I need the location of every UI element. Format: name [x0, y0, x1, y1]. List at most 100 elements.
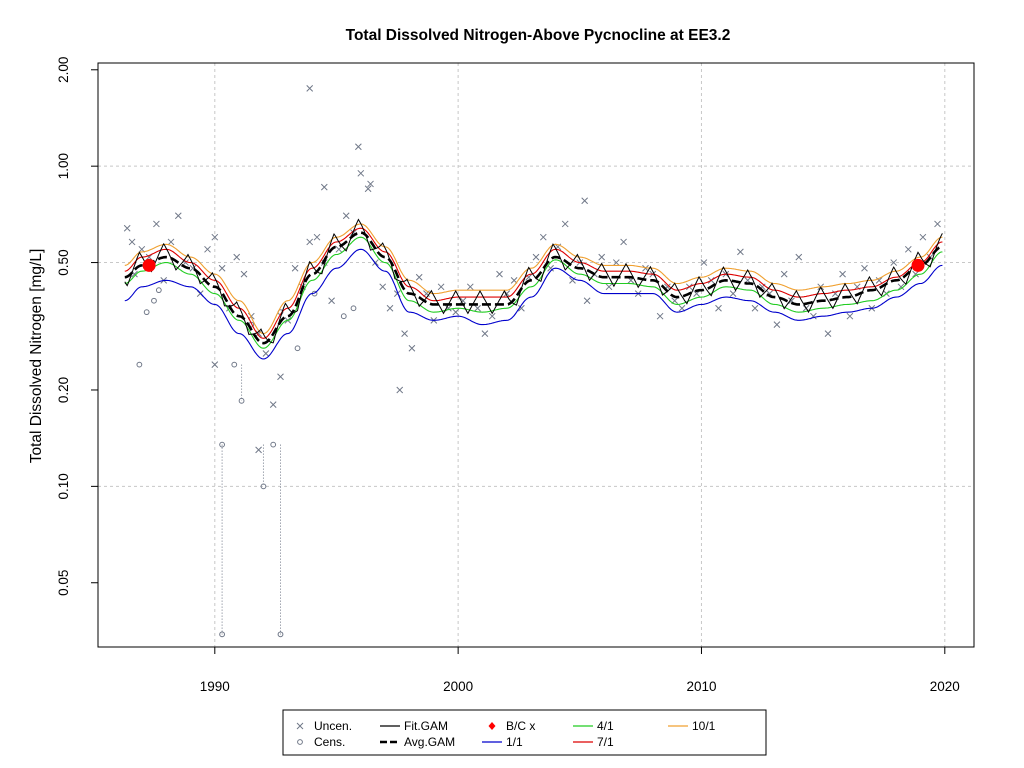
- y-tick-label: 2.00: [56, 57, 71, 83]
- legend-label: 10/1: [692, 719, 716, 733]
- uncensored-point: [598, 253, 606, 261]
- y-tick-label: 0.50: [56, 249, 71, 275]
- uncensored-point: [364, 185, 372, 193]
- uncensored-point: [919, 233, 927, 241]
- bc-points: [142, 258, 925, 272]
- uncensored-point: [218, 264, 226, 272]
- legend-symbol-uncen: [296, 722, 304, 730]
- uncensored-point: [751, 304, 759, 312]
- censored-point: [340, 313, 347, 320]
- censored-point: [294, 345, 301, 352]
- uncensored-point: [255, 446, 262, 454]
- uncensored-point: [386, 304, 394, 312]
- x-tick-label: 1990: [200, 679, 230, 694]
- x-tick-label: 2010: [686, 679, 716, 694]
- y-axis: 2.00 1.00 0.50 0.20 0.10 0.05: [56, 57, 98, 596]
- uncensored-point: [839, 270, 846, 278]
- uncensored-point: [897, 283, 905, 291]
- uncensored-point: [415, 273, 423, 281]
- uncensored-point: [174, 212, 182, 220]
- uncensored-point: [357, 169, 365, 177]
- uncensored-point: [262, 350, 270, 357]
- uncensored-point: [569, 276, 576, 284]
- uncensored-point: [861, 264, 868, 272]
- legend-box: [282, 709, 767, 756]
- uncensored-point: [532, 253, 540, 261]
- series-line-10-1: [124, 223, 943, 335]
- uncensored-point: [328, 297, 335, 305]
- series-lines: [124, 218, 943, 360]
- uncensored-point: [729, 290, 737, 297]
- legend-label: 4/1: [597, 719, 614, 733]
- uncensored-point: [211, 361, 219, 368]
- censored-point: [231, 361, 238, 368]
- uncensored-point: [269, 401, 277, 408]
- uncensored-point: [561, 220, 569, 228]
- uncensored-points: [123, 84, 941, 454]
- uncensored-point: [656, 312, 664, 320]
- uncensored-point: [437, 283, 445, 291]
- uncensored-point: [452, 308, 460, 316]
- censored-point: [219, 441, 226, 448]
- legend-symbol-cens: [297, 739, 303, 745]
- uncensored-point: [367, 180, 374, 188]
- censored-point: [155, 287, 162, 294]
- legend-symbol-bc: [488, 722, 496, 730]
- y-tick-label: 0.05: [56, 570, 71, 596]
- legend-label: Uncen.: [314, 719, 352, 733]
- uncensored-point: [642, 264, 649, 272]
- uncensored-point: [408, 344, 416, 352]
- uncensored-point: [824, 330, 832, 337]
- series-line-7-1: [124, 227, 943, 339]
- uncensored-point: [167, 238, 175, 246]
- x-tick-label: 2000: [443, 679, 473, 694]
- uncensored-point: [379, 283, 387, 291]
- uncensored-point: [466, 283, 474, 291]
- uncensored-point: [277, 373, 284, 381]
- legend-label: 1/1: [506, 735, 523, 749]
- uncensored-point: [904, 245, 912, 253]
- uncensored-point: [240, 270, 248, 278]
- censored-points: [136, 287, 357, 490]
- uncensored-point: [128, 238, 136, 246]
- legend-label: 7/1: [597, 735, 614, 749]
- uncensored-point: [481, 330, 489, 337]
- uncensored-point: [459, 297, 467, 305]
- bc-point: [911, 258, 925, 272]
- uncensored-point: [912, 270, 919, 278]
- uncensored-point: [890, 259, 898, 266]
- uncensored-point: [780, 270, 788, 278]
- uncensored-point: [233, 253, 241, 261]
- uncensored-point: [204, 245, 211, 253]
- censored-point: [260, 483, 267, 490]
- uncensored-point: [518, 304, 525, 312]
- uncensored-point: [875, 276, 883, 284]
- uncensored-point: [396, 386, 404, 394]
- legend-label: B/C x: [506, 719, 535, 733]
- uncensored-point: [773, 321, 781, 328]
- censored-point: [270, 441, 277, 448]
- uncensored-point: [700, 259, 708, 266]
- y-tick-label: 1.00: [56, 153, 71, 179]
- plot-border: [97, 62, 975, 648]
- uncensored-point: [715, 304, 722, 312]
- uncensored-point: [474, 304, 481, 312]
- censored-point: [136, 361, 143, 368]
- uncensored-point: [737, 248, 744, 256]
- censored-limit-lines: [219, 364, 284, 638]
- series-line-avg-gam: [124, 231, 943, 345]
- uncensored-point: [581, 197, 589, 205]
- uncensored-point: [583, 297, 591, 305]
- uncensored-point: [306, 238, 314, 246]
- y-tick-label: 0.20: [56, 377, 71, 403]
- legend-label: Cens.: [314, 735, 345, 749]
- bc-point: [142, 258, 156, 272]
- series-line-fit-gam: [124, 218, 943, 344]
- censored-limit-point: [277, 631, 284, 638]
- uncensored-point: [846, 312, 854, 320]
- uncensored-point: [605, 283, 613, 291]
- uncensored-point: [539, 233, 547, 241]
- y-tick-label: 0.10: [56, 473, 71, 499]
- series-line-1-1: [124, 248, 943, 360]
- uncensored-point: [355, 143, 362, 151]
